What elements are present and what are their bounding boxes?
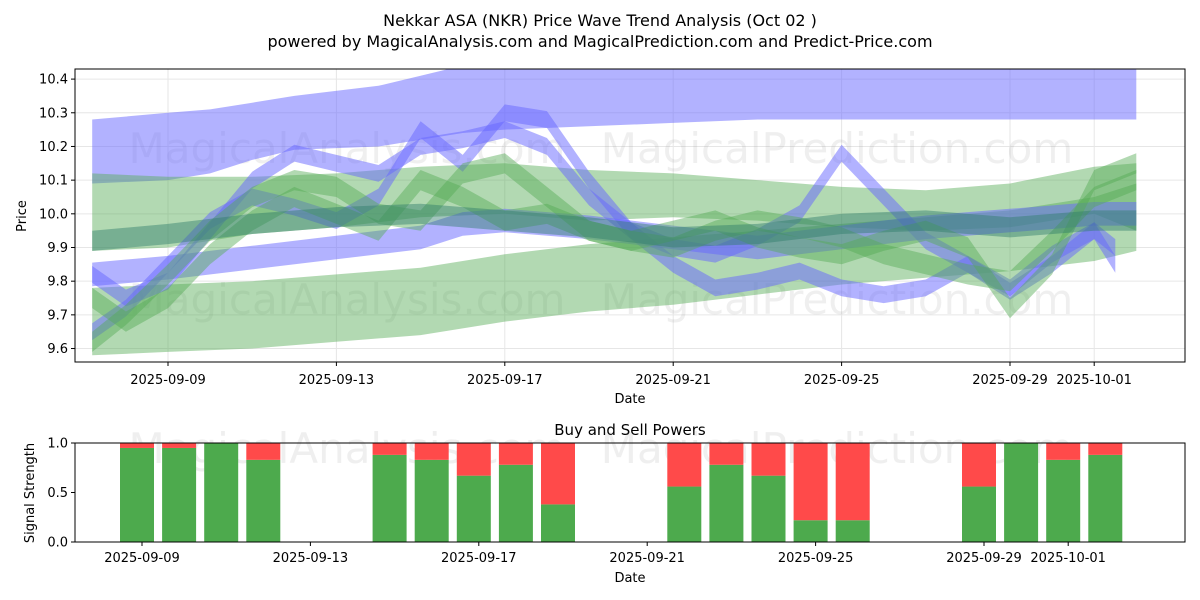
buy-bar <box>751 475 786 542</box>
sell-bar <box>414 443 449 460</box>
signal-x-label: Date <box>614 571 645 586</box>
buy-bar <box>793 520 828 542</box>
signal-x-tick-label: 2025-10-01 <box>1030 551 1106 566</box>
signal-title: Buy and Sell Powers <box>554 421 706 439</box>
price-x-tick-label: 2025-09-21 <box>635 373 711 388</box>
signal-y-tick-label: 0.0 <box>47 536 68 551</box>
chart-subtitle: powered by MagicalAnalysis.com and Magic… <box>267 32 932 51</box>
signal-x-tick-label: 2025-09-21 <box>609 551 685 566</box>
buy-bar <box>246 459 281 542</box>
signal-x-tick-label: 2025-09-29 <box>946 551 1022 566</box>
price-x-tick-label: 2025-09-17 <box>467 373 543 388</box>
price-y-tick-label: 9.9 <box>47 241 68 256</box>
sell-bar <box>667 443 702 487</box>
price-band-blue-wave-1 <box>92 202 1137 287</box>
signal-x-tick-label: 2025-09-17 <box>441 551 517 566</box>
signal-y-tick-label: 1.0 <box>47 437 68 452</box>
signal-y-ticks: 0.0 0.5 1.0 <box>47 437 75 551</box>
sell-bar <box>1088 443 1123 455</box>
price-y-tick-label: 9.6 <box>47 342 68 357</box>
sell-bar <box>1046 443 1081 460</box>
price-x-tick-label: 2025-09-09 <box>130 373 206 388</box>
price-x-tick-label: 2025-09-25 <box>804 373 880 388</box>
buy-bar <box>162 447 197 542</box>
sell-bar <box>835 443 870 521</box>
buy-bar <box>709 464 744 542</box>
sell-bar <box>793 443 828 521</box>
price-y-ticks: 9.6 9.7 9.8 9.9 10.0 10.1 10.2 10.3 10.4 <box>39 73 75 357</box>
price-y-tick-label: 10.4 <box>39 73 68 88</box>
price-y-label: Price <box>15 200 30 232</box>
buy-bar <box>1046 459 1081 542</box>
price-x-tick-label: 2025-10-01 <box>1056 373 1132 388</box>
price-band-green-wave-2 <box>92 153 1137 332</box>
price-x-ticks: 2025-09-09 2025-09-13 2025-09-17 2025-09-21… <box>130 362 1132 388</box>
buy-bar <box>456 475 491 542</box>
buy-bar <box>1088 454 1123 542</box>
signal-y-tick-label: 0.5 <box>47 486 68 501</box>
signal-panel: Buy and Sell Powers MagicalAnalysis.com … <box>23 421 1186 586</box>
signal-x-tick-label: 2025-09-09 <box>104 551 180 566</box>
price-axes-frame <box>74 68 1186 363</box>
signal-x-tick-label: 2025-09-25 <box>778 551 854 566</box>
sell-bar <box>498 443 533 465</box>
signal-y-label: Signal Strength <box>23 443 38 543</box>
price-y-tick-label: 10.1 <box>39 174 68 189</box>
buy-bar <box>1004 443 1039 542</box>
sell-bar <box>162 443 197 448</box>
chart-title: Nekkar ASA (NKR) Price Wave Trend Analys… <box>383 11 817 30</box>
price-y-tick-label: 10.3 <box>39 106 68 121</box>
price-y-tick-label: 10.2 <box>39 140 68 155</box>
signal-x-ticks: 2025-09-09 2025-09-13 2025-09-17 2025-09-21… <box>104 542 1106 566</box>
price-y-tick-label: 10.0 <box>39 207 68 222</box>
sell-bar <box>751 443 786 476</box>
buy-bar <box>541 504 575 542</box>
price-y-tick-label: 9.8 <box>47 275 68 290</box>
price-x-tick-label: 2025-09-13 <box>299 373 375 388</box>
buy-bar <box>835 520 870 542</box>
buy-bar <box>414 459 449 542</box>
buy-bar <box>372 454 407 542</box>
sell-bar <box>456 443 491 476</box>
watermark-analysis-top-lower: MagicalAnalysis.com <box>129 275 566 324</box>
price-y-tick-label: 9.7 <box>47 308 68 323</box>
price-band-blue-upper-band <box>92 69 1137 184</box>
sell-bar <box>120 443 154 448</box>
buy-bar <box>667 486 702 542</box>
buy-bar <box>120 447 154 542</box>
sell-bar <box>541 443 575 505</box>
watermark-analysis-bottom: MagicalAnalysis.com <box>129 424 566 473</box>
price-x-tick-label: 2025-09-29 <box>972 373 1048 388</box>
sell-bar <box>372 443 407 455</box>
buy-bar <box>498 464 533 542</box>
price-series <box>92 69 1137 356</box>
sell-bar <box>709 443 744 465</box>
signal-bars <box>120 443 1123 542</box>
signal-x-tick-label: 2025-09-13 <box>273 551 349 566</box>
price-band-teal-core <box>92 203 1137 251</box>
sell-bar <box>962 443 996 487</box>
price-band-green-wave-1 <box>92 153 1137 352</box>
price-band-blue-wave-2 <box>92 121 1116 307</box>
buy-bar <box>962 486 996 542</box>
price-x-label: Date <box>614 392 645 407</box>
buy-bar <box>204 443 239 542</box>
price-panel: MagicalAnalysis.com MagicalPrediction.co… <box>15 68 1186 407</box>
sell-bar <box>246 443 281 460</box>
